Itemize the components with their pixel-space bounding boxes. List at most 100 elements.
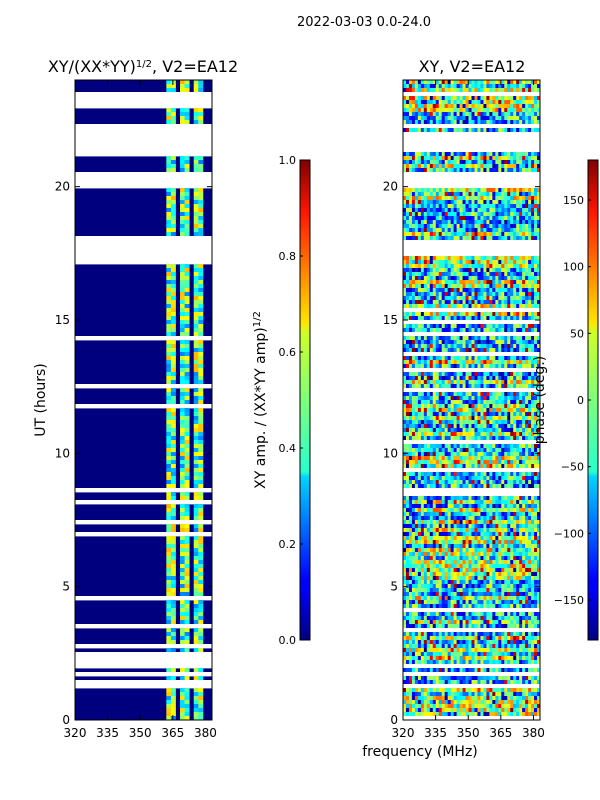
phase-cell (405, 260, 410, 265)
phase-cell (492, 520, 496, 525)
phase-cell (528, 160, 532, 165)
phase-cell (504, 272, 508, 277)
phase-cell (471, 496, 475, 501)
phase-cell (489, 208, 493, 213)
phase-cell (420, 188, 425, 193)
phase-cell (444, 168, 449, 173)
phase-cell (528, 300, 532, 305)
phase-cell (495, 228, 499, 233)
amp-cell (170, 628, 176, 633)
phase-cell (408, 344, 413, 349)
phase-cell (510, 80, 514, 85)
phase-cell (456, 264, 460, 269)
phase-cell (417, 408, 422, 413)
amp-cell (166, 568, 172, 573)
amp-cell (166, 708, 172, 713)
phase-cell (426, 116, 431, 121)
phase-cell (471, 456, 475, 461)
amp-cell (170, 156, 176, 161)
amp-cell (180, 296, 185, 301)
phase-cell (537, 152, 541, 157)
phase-cell (534, 100, 538, 105)
phase-cell (507, 348, 511, 353)
phase-cell (516, 80, 520, 85)
phase-cell (510, 384, 514, 389)
phase-cell (456, 456, 460, 461)
phase-cell (456, 536, 460, 541)
amp-cell (166, 528, 172, 533)
phase-cell (411, 168, 416, 173)
amp-cell (170, 592, 176, 597)
phase-cell (417, 208, 422, 213)
phase-cell (486, 220, 490, 225)
phase-cell (504, 264, 508, 269)
amp-cell (180, 576, 185, 581)
phase-cell (408, 476, 413, 481)
phase-cell (537, 104, 541, 109)
phase-cell (498, 160, 502, 165)
phase-cell (498, 212, 502, 217)
phase-cell (504, 464, 508, 469)
phase-cell (489, 300, 493, 305)
amp-cell (193, 440, 199, 445)
phase-cell (516, 292, 520, 297)
phase-cell (447, 520, 452, 525)
phase-cell (403, 116, 407, 121)
phase-cell (471, 476, 475, 481)
amp-cell (193, 708, 199, 713)
phase-cell (432, 376, 437, 381)
phase-cell (498, 420, 502, 425)
phase-cell (432, 120, 437, 125)
phase-cell (489, 476, 493, 481)
amp-cell (198, 80, 204, 85)
phase-cell (528, 424, 532, 429)
phase-cell (516, 396, 520, 401)
amp-cell (166, 440, 172, 445)
phase-cell (459, 356, 463, 361)
phase-cell (504, 348, 508, 353)
amp-cell (198, 208, 204, 213)
phase-cell (471, 484, 475, 489)
phase-cell (462, 128, 466, 133)
phase-cell (441, 256, 446, 261)
phase-cell (438, 460, 443, 465)
phase-cell (471, 516, 475, 521)
phase-cell (489, 412, 493, 417)
phase-cell (537, 416, 541, 421)
phase-cell (486, 312, 490, 317)
phase-cell (450, 512, 455, 517)
phase-cell (456, 404, 460, 409)
amp-cell (166, 164, 172, 169)
phase-cell (426, 424, 431, 429)
phase-cell (468, 432, 472, 437)
phase-cell (504, 372, 508, 377)
phase-cell (483, 480, 487, 485)
phase-cell (498, 448, 502, 453)
phase-cell (522, 328, 526, 333)
phase-cell (498, 396, 502, 401)
phase-cell (474, 372, 478, 377)
phase-cell (429, 536, 434, 541)
phase-cell (504, 376, 508, 381)
phase-cell (405, 116, 410, 121)
phase-cell (462, 220, 466, 225)
phase-cell (534, 292, 538, 297)
phase-cell (450, 416, 455, 421)
phase-cell (450, 424, 455, 429)
phase-cell (531, 484, 535, 489)
phase-cell (474, 256, 478, 261)
phase-cell (492, 316, 496, 321)
phase-cell (468, 384, 472, 389)
phase-cell (450, 396, 455, 401)
phase-cell (411, 304, 416, 309)
phase-cell (417, 324, 422, 329)
phase-cell (462, 364, 466, 369)
phase-cell (498, 292, 502, 297)
phase-cell (492, 420, 496, 425)
phase-cell (447, 224, 452, 229)
amp-cell (166, 380, 172, 385)
phase-cell (492, 112, 496, 117)
phase-cell (489, 216, 493, 221)
phase-cell (465, 88, 469, 93)
phase-cell (522, 168, 526, 173)
